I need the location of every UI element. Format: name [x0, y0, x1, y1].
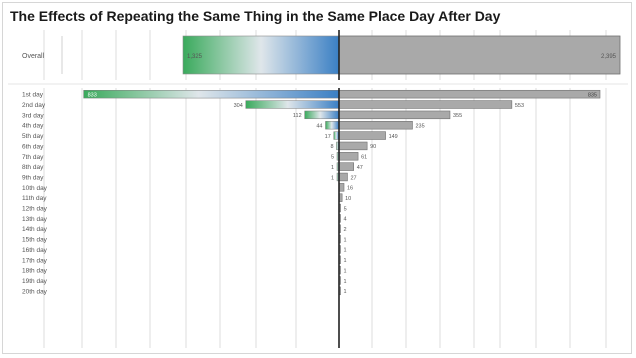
category-label: 5th day	[22, 133, 44, 140]
data-label: 47	[357, 165, 363, 171]
data-label: 149	[389, 134, 398, 140]
bar-overall-left	[182, 35, 340, 75]
category-label: 20th day	[22, 288, 48, 295]
data-label: 1	[344, 258, 347, 264]
category-label: 18th day	[22, 268, 48, 275]
category-label: 14th day	[22, 226, 48, 233]
category-label: 16th day	[22, 247, 48, 254]
bar-right	[338, 162, 354, 171]
data-label: 1	[331, 175, 334, 181]
data-label: 112	[293, 113, 302, 119]
data-label: 4	[344, 217, 347, 223]
category-label: 8th day	[22, 164, 44, 171]
category-label: 12th day	[22, 206, 48, 213]
bar-right	[338, 100, 513, 109]
data-label: 304	[234, 103, 243, 109]
category-label: 4th day	[22, 123, 44, 130]
data-label: 8	[330, 144, 333, 150]
category-label: 2nd day	[22, 102, 46, 109]
category-label: 3rd day	[22, 112, 44, 119]
data-label: 355	[453, 113, 462, 119]
bar-left	[245, 100, 340, 109]
category-label: 9th day	[22, 174, 44, 181]
category-label: 11th day	[22, 195, 47, 202]
bar-right	[338, 141, 368, 151]
data-label: 235	[415, 124, 424, 130]
data-label: 10	[345, 196, 351, 202]
bar-right	[338, 121, 413, 130]
category-label: Overall	[22, 53, 45, 60]
bar-overall-right	[338, 35, 621, 75]
data-label: 1	[344, 248, 347, 254]
data-label: 1,325	[187, 54, 203, 60]
data-label: 5	[331, 155, 334, 161]
data-label: 835	[588, 92, 597, 98]
category-label: 7th day	[22, 154, 44, 161]
bar-left	[83, 90, 340, 99]
data-label: 44	[316, 124, 322, 130]
bar-right	[338, 110, 451, 120]
bar-right	[338, 152, 359, 161]
gridlines	[8, 30, 628, 348]
chart-marks: Overall 1,325 2,395 1st day 833 835 2nd day 304…	[22, 30, 621, 348]
chart-title: The Effects of Repeating the Same Thing …	[10, 8, 501, 24]
data-label: 61	[361, 155, 367, 161]
category-label: 19th day	[22, 278, 48, 285]
data-label: 17	[325, 134, 331, 140]
category-label: 10th day	[22, 185, 48, 192]
category-label: 6th day	[22, 143, 44, 150]
data-label: 1	[331, 165, 334, 171]
bar-right	[338, 172, 348, 182]
data-label: 2	[344, 227, 347, 233]
data-label: 2,395	[601, 54, 617, 60]
bar-left	[304, 110, 340, 120]
data-label: 1	[344, 289, 347, 295]
category-label: 15th day	[22, 237, 48, 244]
category-label: 1st day	[22, 92, 44, 99]
category-label: 17th day	[22, 257, 48, 264]
bar-left	[325, 121, 340, 130]
data-label: 90	[370, 144, 376, 150]
data-label: 1	[344, 268, 347, 274]
data-label: 16	[347, 186, 353, 192]
data-label: 553	[515, 103, 524, 109]
data-label: 27	[350, 175, 356, 181]
bar-right	[338, 131, 386, 140]
category-label: 13th day	[22, 216, 48, 223]
data-label: 1	[344, 237, 347, 243]
data-label: 833	[88, 92, 97, 98]
data-label: 5	[344, 206, 347, 212]
data-label: 1	[344, 279, 347, 285]
bar-right	[338, 89, 601, 99]
